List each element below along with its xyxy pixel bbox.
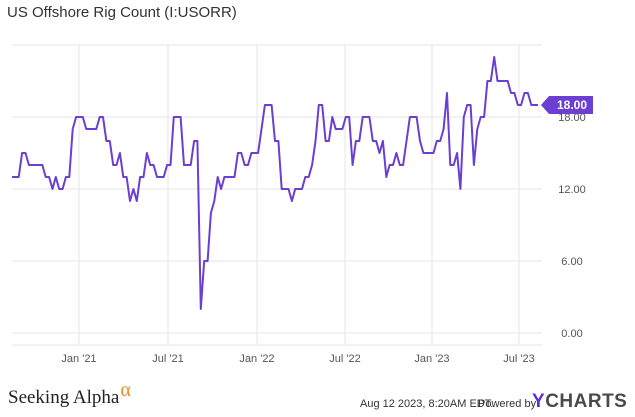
- seeking-alpha-logo: Seeking Alphaα: [8, 379, 131, 409]
- y-tick-label: 6.00: [561, 256, 582, 268]
- ycharts-logo-y: Y: [532, 391, 546, 412]
- x-tick-label: Jan '21: [61, 353, 96, 365]
- gridlines: [12, 44, 542, 346]
- alpha-symbol: α: [120, 379, 131, 401]
- last-value-badge: 18.00: [541, 96, 593, 114]
- y-tick-label: 0.00: [561, 328, 582, 340]
- x-tick-label: Jul '21: [152, 353, 183, 365]
- x-tick-label: Jan '23: [414, 353, 449, 365]
- last-value-label: 18.00: [557, 98, 587, 112]
- brand-name: Seeking Alpha: [8, 387, 120, 408]
- x-tick-label: Jul '22: [329, 353, 360, 365]
- chart-timestamp: Aug 12 2023, 8:20AM EDT.: [360, 398, 494, 410]
- series-line: [12, 56, 538, 310]
- y-tick-label: 12.00: [558, 184, 586, 196]
- y-tick-label: 18.00: [558, 112, 586, 124]
- chart-title: US Offshore Rig Count (I:USORR): [7, 4, 237, 21]
- ycharts-logo: YCHARTS: [532, 391, 627, 413]
- powered-by-label: Powered by: [478, 398, 537, 410]
- x-tick-label: Jul '23: [503, 353, 534, 365]
- y-axis-tick-labels: 0.00 6.00 12.00 18.00: [558, 112, 586, 340]
- last-value-badge-shape: [541, 96, 593, 114]
- x-tick-label: Jan '22: [239, 353, 274, 365]
- x-axis-tick-labels: Jan '21 Jul '21 Jan '22 Jul '22 Jan '23 Jul '…: [61, 353, 534, 365]
- ycharts-logo-rest: CHARTS: [545, 391, 628, 412]
